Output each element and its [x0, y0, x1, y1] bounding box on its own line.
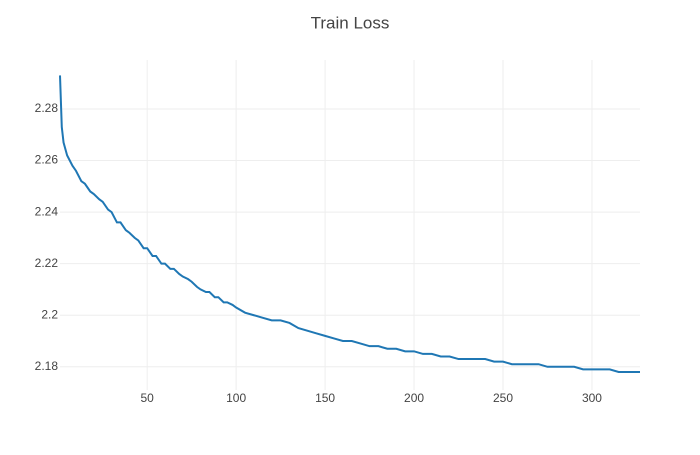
y-tick-label: 2.18: [35, 359, 59, 373]
x-tick-label: 300: [582, 391, 602, 405]
y-tick-label: 2.2: [41, 307, 58, 321]
y-tick-label: 2.22: [35, 256, 59, 270]
x-tick-label: 150: [315, 391, 335, 405]
x-tick-label: 200: [404, 391, 424, 405]
loss-line: [59, 75, 640, 373]
y-tick-label: 2.24: [35, 204, 59, 218]
y-tick-label: 2.26: [35, 153, 59, 167]
x-tick-label: 250: [493, 391, 513, 405]
chart-title: Train Loss: [311, 13, 390, 32]
y-tick-label: 2.28: [35, 101, 59, 115]
x-tick-label: 100: [226, 391, 246, 405]
x-tick-label: 50: [140, 391, 154, 405]
